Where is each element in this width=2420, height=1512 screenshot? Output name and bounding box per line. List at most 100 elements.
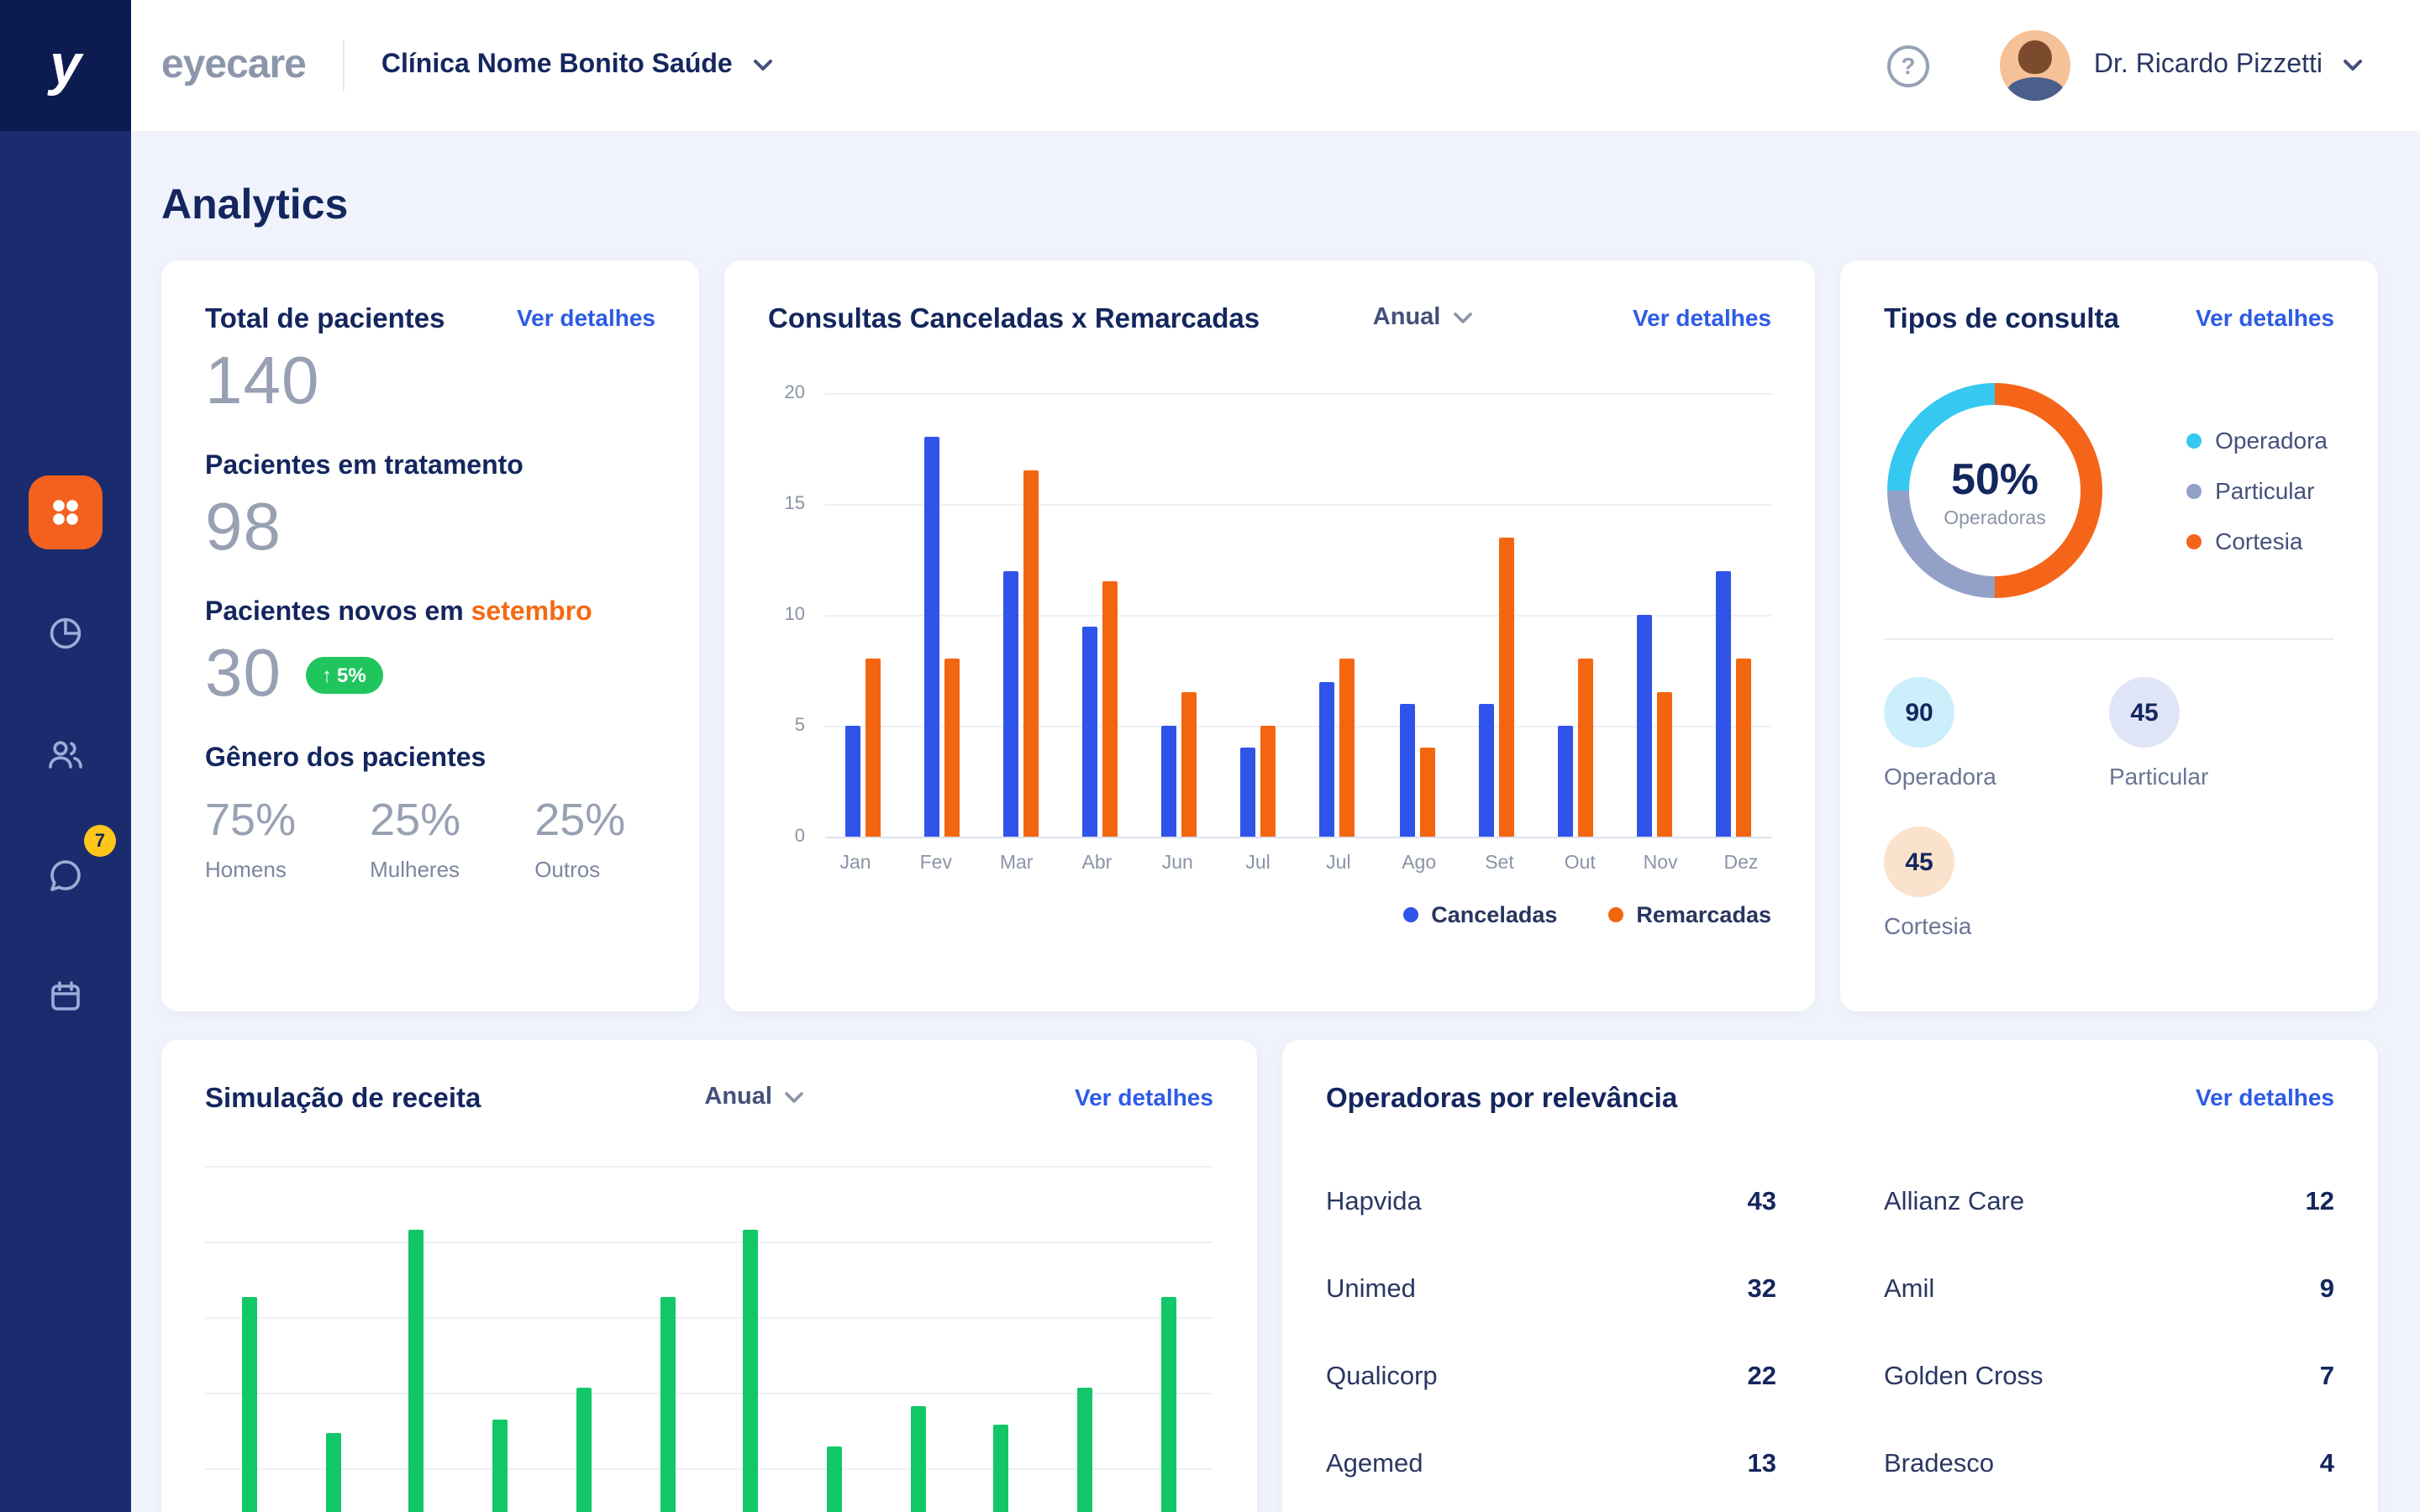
avatar[interactable] (1999, 30, 2070, 101)
clinic-selector[interactable]: Clínica Nome Bonito Saúde (381, 50, 773, 81)
legend-label: Canceladas (1431, 902, 1558, 927)
x-tick-label: Jul (1245, 853, 1270, 874)
consultas-legend: Canceladas Remarcadas (768, 902, 1771, 927)
operadora-value: 32 (1747, 1275, 1777, 1304)
bar-canceladas (1319, 681, 1335, 837)
bar-remarcadas (1498, 537, 1514, 837)
bar-remarcadas (1419, 748, 1435, 837)
bar-group-out-9 (1557, 393, 1593, 837)
bar-remarcadas (1102, 581, 1118, 837)
bar-group-abr-3 (1082, 393, 1118, 837)
sidebar-item-messages[interactable]: 7 (29, 825, 116, 912)
sidebar-item-analytics[interactable] (29, 596, 103, 670)
tipos-card: Tipos de consulta Ver detalhes 50% Opera… (1840, 260, 2378, 1011)
x-tick-label: Nov (1643, 853, 1678, 874)
arrow-up-icon: ↑ (322, 663, 332, 686)
pacientes-card: Total de pacientes Ver detalhes 140 Paci… (161, 260, 699, 1011)
bar-canceladas (1240, 748, 1256, 837)
brand-wordmark: eyecare (161, 42, 307, 87)
operadora-row: Bradesco 4 (1884, 1421, 2334, 1509)
x-tick-label: Fev (919, 853, 952, 874)
gridline (825, 726, 1771, 727)
operadoras-ver-detalhes-link[interactable]: Ver detalhes (2196, 1084, 2334, 1110)
operadora-name: Qualicorp (1326, 1362, 1438, 1391)
operadora-name: Agemed (1326, 1450, 1423, 1478)
bar-remarcadas (1023, 470, 1039, 837)
receita-title: Simulação de receita (205, 1084, 481, 1114)
genero-item-label: Homens (205, 857, 287, 882)
tratamento-label: Pacientes em tratamento (205, 452, 523, 480)
tipos-legend-label: Cortesia (2215, 528, 2303, 554)
tipos-legend-item: Particular (2186, 477, 2328, 504)
messages-badge: 7 (84, 825, 116, 857)
header-right: ? Dr. Ricardo Pizzetti (1886, 30, 2363, 101)
tratamento-value: 98 (205, 491, 281, 564)
tipos-donut: 50% Operadoras (1887, 383, 2102, 598)
bar-group-set-8 (1478, 393, 1514, 837)
operadora-name: Allianz Care (1884, 1188, 2025, 1216)
operadora-value: 4 (2319, 1450, 2334, 1478)
x-tick-label: Jul (1326, 853, 1351, 874)
cards-row-1: Total de pacientes Ver detalhes 140 Paci… (161, 260, 2378, 1011)
tipos-stat-label: Operadora (1884, 763, 1996, 790)
bar-group-mar-2 (1003, 393, 1039, 837)
genero-value: 25% (370, 795, 461, 845)
sidebar-item-apps[interactable] (29, 475, 103, 549)
receita-ver-detalhes-link[interactable]: Ver detalhes (1074, 1084, 1213, 1110)
calendar-icon (51, 981, 80, 1011)
tipos-legend-dot (2186, 533, 2202, 549)
bar-canceladas (1399, 703, 1415, 837)
pie-chart-icon (50, 617, 82, 649)
user-menu[interactable]: Dr. Ricardo Pizzetti (2094, 50, 2363, 81)
genero-item: 75% Homens (205, 795, 296, 882)
bar-canceladas (1715, 570, 1731, 837)
y-tick-label: 20 (784, 383, 806, 403)
bar-canceladas (924, 437, 940, 837)
donut-center-value: 50% (1950, 453, 2039, 503)
operadora-row: Notre Dame12 (1326, 1509, 1776, 1512)
x-tick-label: Dez (1723, 853, 1759, 874)
growth-value: 5% (337, 663, 366, 686)
genero-label: Gênero dos pacientes (205, 744, 487, 773)
sidebar: y 7 (0, 0, 131, 1512)
consultas-ver-detalhes-link[interactable]: Ver detalhes (1633, 304, 1771, 331)
gridline (825, 837, 1771, 838)
genero-value: 25% (534, 795, 626, 845)
chevron-down-icon (2344, 60, 2362, 71)
tipos-legend-label: Particular (2215, 477, 2315, 504)
sidebar-item-calendar[interactable] (29, 959, 103, 1033)
bar-group-fev-1 (924, 393, 960, 837)
bar-remarcadas (1339, 659, 1355, 837)
sidebar-item-patients[interactable] (29, 717, 103, 791)
x-tick-label: Ago (1402, 853, 1437, 874)
bar-group-nov-10 (1636, 393, 1672, 837)
operadora-row: Humana Saúde1 (1884, 1509, 2334, 1512)
bar-remarcadas (944, 659, 960, 837)
tipos-ver-detalhes-link[interactable]: Ver detalhes (2196, 304, 2334, 331)
y-tick-label: 0 (794, 827, 805, 847)
chevron-down-icon (786, 1091, 804, 1102)
receita-card: Simulação de receita Anual Ver detalhes (161, 1040, 1257, 1512)
novos-label-prefix: Pacientes novos em (205, 598, 471, 627)
consultas-period-select[interactable]: Anual (1373, 304, 1473, 331)
operadora-value: 22 (1747, 1362, 1777, 1391)
pacientes-ver-detalhes-link[interactable]: Ver detalhes (517, 304, 655, 331)
donut-center-label: Operadoras (1944, 508, 2046, 528)
operadora-row: Qualicorp 22 (1326, 1334, 1776, 1421)
receita-chart (205, 1166, 1213, 1512)
operadora-row: Amil 9 (1884, 1247, 2334, 1334)
tipos-legend-label: Operadora (2215, 427, 2328, 454)
user-name: Dr. Ricardo Pizzetti (2093, 50, 2323, 79)
bar-groups (205, 1166, 1213, 1512)
pacientes-title: Total de pacientes (205, 304, 445, 334)
operadora-row: Hapvida 43 (1326, 1159, 1776, 1247)
receita-period-select[interactable]: Anual (704, 1084, 804, 1110)
app-logo-mark[interactable]: y (0, 0, 131, 131)
help-button[interactable]: ? (1886, 45, 1929, 87)
operadoras-grid: Hapvida 43 Unimed 32 Qualicorp 22 Agemed 13 Notr… (1326, 1159, 2334, 1512)
bar-groups (825, 393, 1771, 837)
header-divider (342, 40, 345, 91)
logo-letter: y (50, 33, 82, 97)
consultas-xlabels: Jan Fev Mar Abr Jun Jul Jul Ago Set Out Nov Dez (825, 853, 1771, 874)
operadora-name: Unimed (1326, 1275, 1416, 1304)
